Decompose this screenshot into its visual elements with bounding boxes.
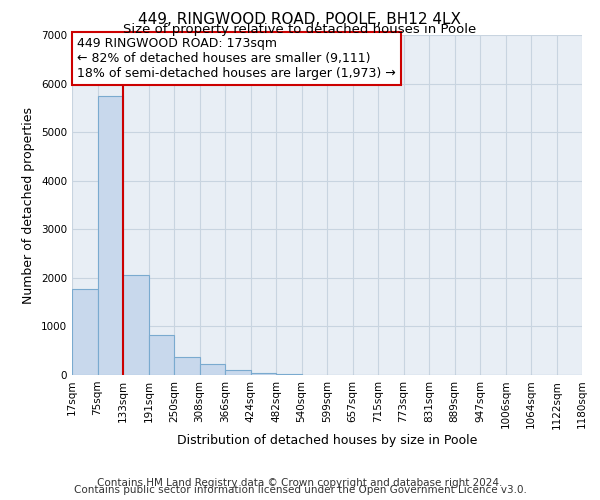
Bar (123, 276, 149, 375)
Bar (251, 372, 276, 375)
Text: 449, RINGWOOD ROAD, POOLE, BH12 4LX: 449, RINGWOOD ROAD, POOLE, BH12 4LX (139, 12, 461, 28)
Text: 449 RINGWOOD ROAD: 173sqm
← 82% of detached houses are smaller (9,111)
18% of se: 449 RINGWOOD ROAD: 173sqm ← 82% of detac… (77, 36, 396, 80)
Bar (97, 96, 123, 375)
Text: Size of property relative to detached houses in Poole: Size of property relative to detached ho… (124, 22, 476, 36)
Bar (72, 288, 97, 375)
Bar (225, 370, 251, 375)
Bar (276, 374, 302, 375)
Bar (149, 335, 174, 375)
Text: Contains HM Land Registry data © Crown copyright and database right 2024.: Contains HM Land Registry data © Crown c… (97, 478, 503, 488)
X-axis label: Distribution of detached houses by size in Poole: Distribution of detached houses by size … (177, 434, 477, 447)
Y-axis label: Number of detached properties: Number of detached properties (22, 106, 35, 304)
Bar (174, 357, 199, 375)
Text: Contains public sector information licensed under the Open Government Licence v3: Contains public sector information licen… (74, 485, 526, 495)
Bar (199, 364, 225, 375)
